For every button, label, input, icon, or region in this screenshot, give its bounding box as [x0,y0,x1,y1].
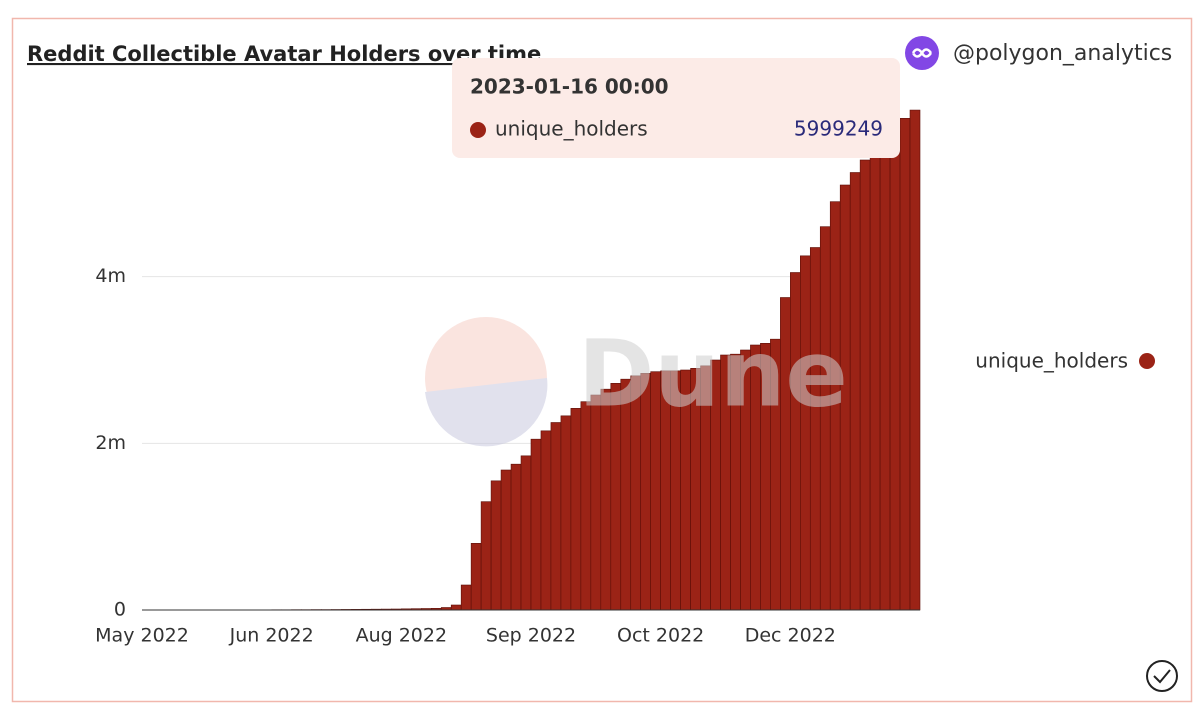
bar [540,430,552,611]
author[interactable]: @polygon_analytics [953,41,1172,66]
watermark: Dune [425,317,848,447]
y-tick-label: 2m [95,432,126,454]
bar [570,408,582,611]
bar [899,118,911,611]
bar [550,422,562,611]
bar [480,501,492,611]
author-logo [911,48,933,58]
plot: 0 2m 4m May 2022 Jun 2022 Aug 2022 Sep 2022 Oct… [95,109,921,647]
watermark-text: Dune [578,320,848,427]
bar [450,604,462,611]
bar [470,543,482,611]
tooltip-value: 5999249 [794,117,883,141]
bar [889,130,901,611]
bar [460,584,472,611]
x-tick-label: Aug 2022 [356,625,448,647]
bar [809,247,821,611]
bar [869,151,881,611]
bar [560,415,572,611]
bar [510,463,522,611]
tooltip-marker [470,122,486,138]
y-tick-label: 0 [114,599,126,621]
bar [530,438,542,611]
bar [520,455,532,611]
x-tick-label: May 2022 [95,625,189,647]
bar [909,109,921,611]
tooltip-box [452,58,900,158]
tooltip-series: unique_holders [495,117,648,141]
y-tick-label: 4m [95,265,126,287]
tooltip: 2023-01-16 00:00 unique_holders 5999249 [452,58,900,158]
x-tick-label: Dec 2022 [745,625,836,647]
status-check [1153,669,1171,684]
bar [859,159,871,611]
status-icon [1146,660,1178,692]
legend-label[interactable]: unique_holders [975,349,1128,373]
bar [490,480,502,611]
bar [849,172,861,611]
x-tick-label: Oct 2022 [617,625,704,647]
x-tick-label: Sep 2022 [486,625,576,647]
bar [580,401,592,611]
legend-marker [1139,353,1155,369]
x-tick-label: Jun 2022 [229,625,314,647]
watermark-logo-lower [425,378,548,447]
bar [879,143,891,611]
bar [500,469,512,611]
bar [800,255,811,611]
tooltip-date: 2023-01-16 00:00 [470,75,669,99]
